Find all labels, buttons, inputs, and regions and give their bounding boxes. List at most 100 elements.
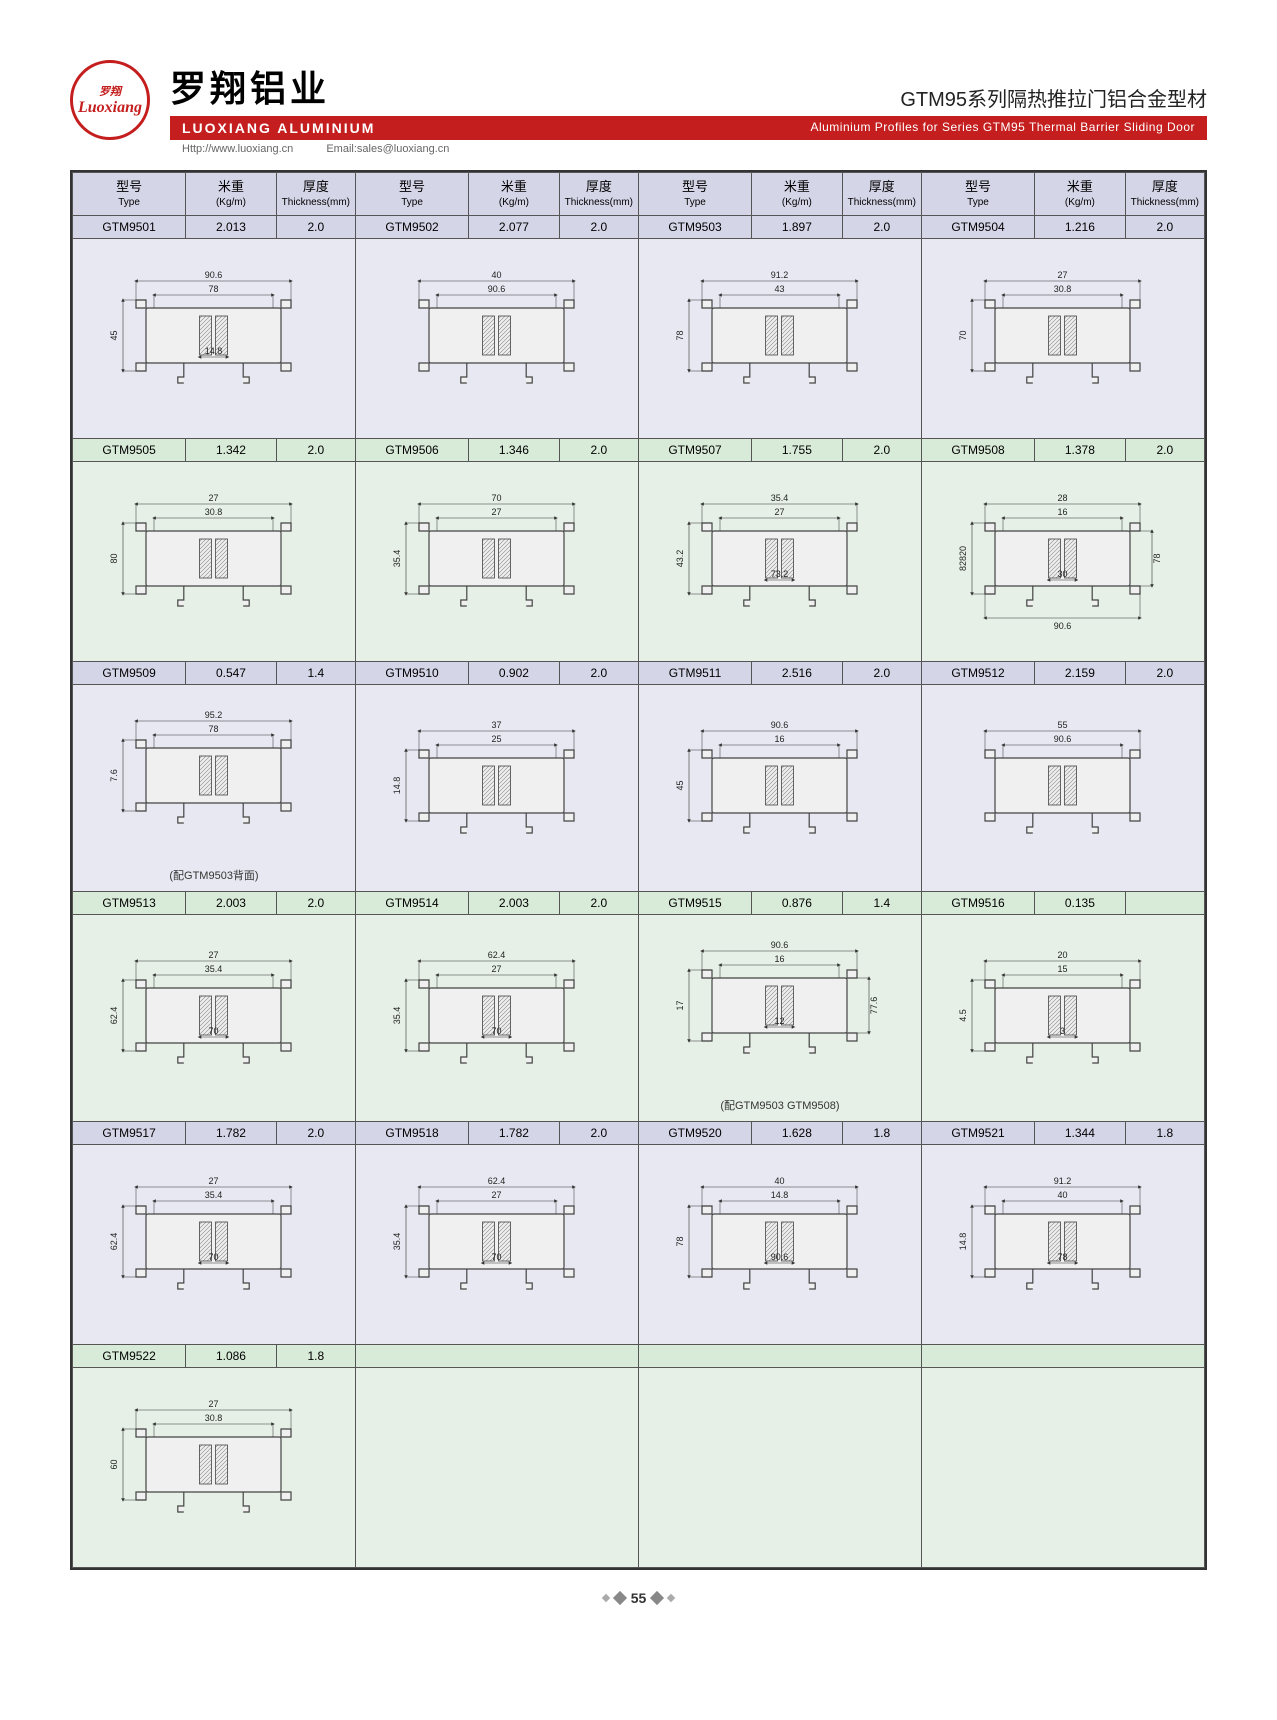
svg-text:27: 27 <box>209 950 219 960</box>
svg-text:14.8: 14.8 <box>392 777 402 795</box>
svg-text:90.6: 90.6 <box>205 270 223 280</box>
svg-text:40: 40 <box>1058 1190 1068 1200</box>
spec-th: 2.0 <box>559 891 638 914</box>
spec-wt: 0.876 <box>752 891 843 914</box>
logo-en: Luoxiang <box>78 99 142 117</box>
spec-type: GTM9514 <box>355 891 468 914</box>
column-header-type: 型号Type <box>638 173 751 216</box>
svg-text:90.6: 90.6 <box>771 940 789 950</box>
profile-drawing-cell: 91.24378 <box>638 238 921 438</box>
spec-th: 1.8 <box>276 1344 355 1367</box>
column-header-wt: 米重(Kg/m) <box>752 173 843 216</box>
spec-row: GTM95090.5471.4GTM95100.9022.0GTM95112.5… <box>73 661 1205 684</box>
svg-text:80: 80 <box>109 554 119 564</box>
svg-text:35.4: 35.4 <box>392 550 402 568</box>
spec-th: 2.0 <box>1125 438 1204 461</box>
svg-text:15: 15 <box>1058 964 1068 974</box>
svg-text:43: 43 <box>775 284 785 294</box>
spec-th: 2.0 <box>559 1121 638 1144</box>
spec-type: GTM9512 <box>921 661 1034 684</box>
drawing-row: 95.2787.6(配GTM9503背面)372514.890.61645559… <box>73 684 1205 891</box>
profile-drawing-cell: 90.616171277.6(配GTM9503 GTM9508) <box>638 914 921 1121</box>
drawing-note: (配GTM9503 GTM9508) <box>647 1097 913 1113</box>
spec-th: 1.8 <box>1125 1121 1204 1144</box>
svg-text:14.8: 14.8 <box>958 1233 968 1251</box>
svg-text:27: 27 <box>209 493 219 503</box>
spec-type: GTM9511 <box>638 661 751 684</box>
spec-wt: 2.013 <box>186 215 277 238</box>
spec-wt: 1.628 <box>752 1121 843 1144</box>
column-header-wt: 米重(Kg/m) <box>469 173 560 216</box>
svg-text:25: 25 <box>492 734 502 744</box>
spec-type: GTM9516 <box>921 891 1034 914</box>
profile-drawing-cell: 35.42743.273.2 <box>638 461 921 661</box>
drawing-row: 2730.860 <box>73 1367 1205 1567</box>
profile-drawing-cell: 372514.8 <box>355 684 638 891</box>
spec-th: 2.0 <box>559 438 638 461</box>
svg-text:45: 45 <box>675 780 685 790</box>
drawing-row: 90.6784514.84090.691.243782730.870 <box>73 238 1205 438</box>
svg-text:78: 78 <box>209 284 219 294</box>
svg-text:78: 78 <box>1152 554 1162 564</box>
catalog-body: GTM95012.0132.0GTM95022.0772.0GTM95031.8… <box>73 215 1205 1567</box>
profile-drawing-cell: 4014.87890.6 <box>638 1144 921 1344</box>
contact-email: Email:sales@luoxiang.cn <box>326 143 449 155</box>
profile-drawing-cell <box>355 1367 638 1567</box>
spec-type: GTM9517 <box>73 1121 186 1144</box>
column-header-wt: 米重(Kg/m) <box>1035 173 1126 216</box>
svg-text:82820: 82820 <box>958 546 968 571</box>
spec-wt: 0.902 <box>469 661 560 684</box>
svg-text:78: 78 <box>675 1237 685 1247</box>
logo-cn: 罗翔 <box>99 83 121 99</box>
profile-drawing-cell: 4090.6 <box>355 238 638 438</box>
spec-type: GTM9520 <box>638 1121 751 1144</box>
svg-text:30.8: 30.8 <box>205 507 223 517</box>
spec-th: 1.8 <box>842 1121 921 1144</box>
diamond-icon <box>650 1591 664 1605</box>
svg-text:35.4: 35.4 <box>771 493 789 503</box>
spec-th: 2.0 <box>276 1121 355 1144</box>
diamond-icon <box>601 1594 609 1602</box>
svg-text:14.8: 14.8 <box>205 346 223 356</box>
spec-th: 2.0 <box>842 661 921 684</box>
spec-wt: 2.077 <box>469 215 560 238</box>
spec-th: 2.0 <box>559 661 638 684</box>
company-title-en: LUOXIANG ALUMINIUM <box>182 120 375 136</box>
svg-text:30.8: 30.8 <box>205 1413 223 1423</box>
spec-th: 2.0 <box>276 215 355 238</box>
page-number-footer: 55 <box>70 1588 1207 1606</box>
spec-type: GTM9522 <box>73 1344 186 1367</box>
spec-th: 2.0 <box>559 215 638 238</box>
profile-drawing-cell: 2735.462.470 <box>73 1144 356 1344</box>
profile-drawing-cell: 91.24014.878 <box>921 1144 1204 1344</box>
spec-type: GTM9521 <box>921 1121 1034 1144</box>
svg-text:78: 78 <box>675 331 685 341</box>
profile-drawing-cell <box>921 1367 1204 1567</box>
svg-text:90.6: 90.6 <box>1054 621 1072 631</box>
spec-type: GTM9502 <box>355 215 468 238</box>
spec-wt: 2.159 <box>1035 661 1126 684</box>
company-title-cn: 罗翔铝业 <box>170 60 330 112</box>
svg-text:17: 17 <box>675 1000 685 1010</box>
svg-text:55: 55 <box>1058 720 1068 730</box>
profile-drawing-cell: 2730.870 <box>921 238 1204 438</box>
profile-drawing-cell: 2730.860 <box>73 1367 356 1567</box>
spec-type: GTM9510 <box>355 661 468 684</box>
empty-cell <box>921 1344 1204 1367</box>
series-title-cn: GTM95系列隔热推拉门铝合金型材 <box>900 83 1207 112</box>
page-header: 罗翔 Luoxiang 罗翔铝业 GTM95系列隔热推拉门铝合金型材 LUOXI… <box>70 60 1207 158</box>
svg-text:20: 20 <box>1058 950 1068 960</box>
spec-row: GTM95171.7822.0GTM95181.7822.0GTM95201.6… <box>73 1121 1205 1144</box>
svg-text:16: 16 <box>775 954 785 964</box>
empty-cell <box>638 1344 921 1367</box>
contact-line: Http://www.luoxiang.cn Email:sales@luoxi… <box>170 140 1207 158</box>
spec-th: 2.0 <box>1125 661 1204 684</box>
spec-wt: 2.003 <box>469 891 560 914</box>
svg-text:95.2: 95.2 <box>205 710 223 720</box>
drawing-row: 2730.880702735.435.42743.273.22816828203… <box>73 461 1205 661</box>
spec-wt: 1.216 <box>1035 215 1126 238</box>
spec-wt: 0.135 <box>1035 891 1126 914</box>
drawing-row: 2735.462.47062.42735.47090.616171277.6(配… <box>73 914 1205 1121</box>
svg-text:30.8: 30.8 <box>1054 284 1072 294</box>
spec-wt: 1.378 <box>1035 438 1126 461</box>
